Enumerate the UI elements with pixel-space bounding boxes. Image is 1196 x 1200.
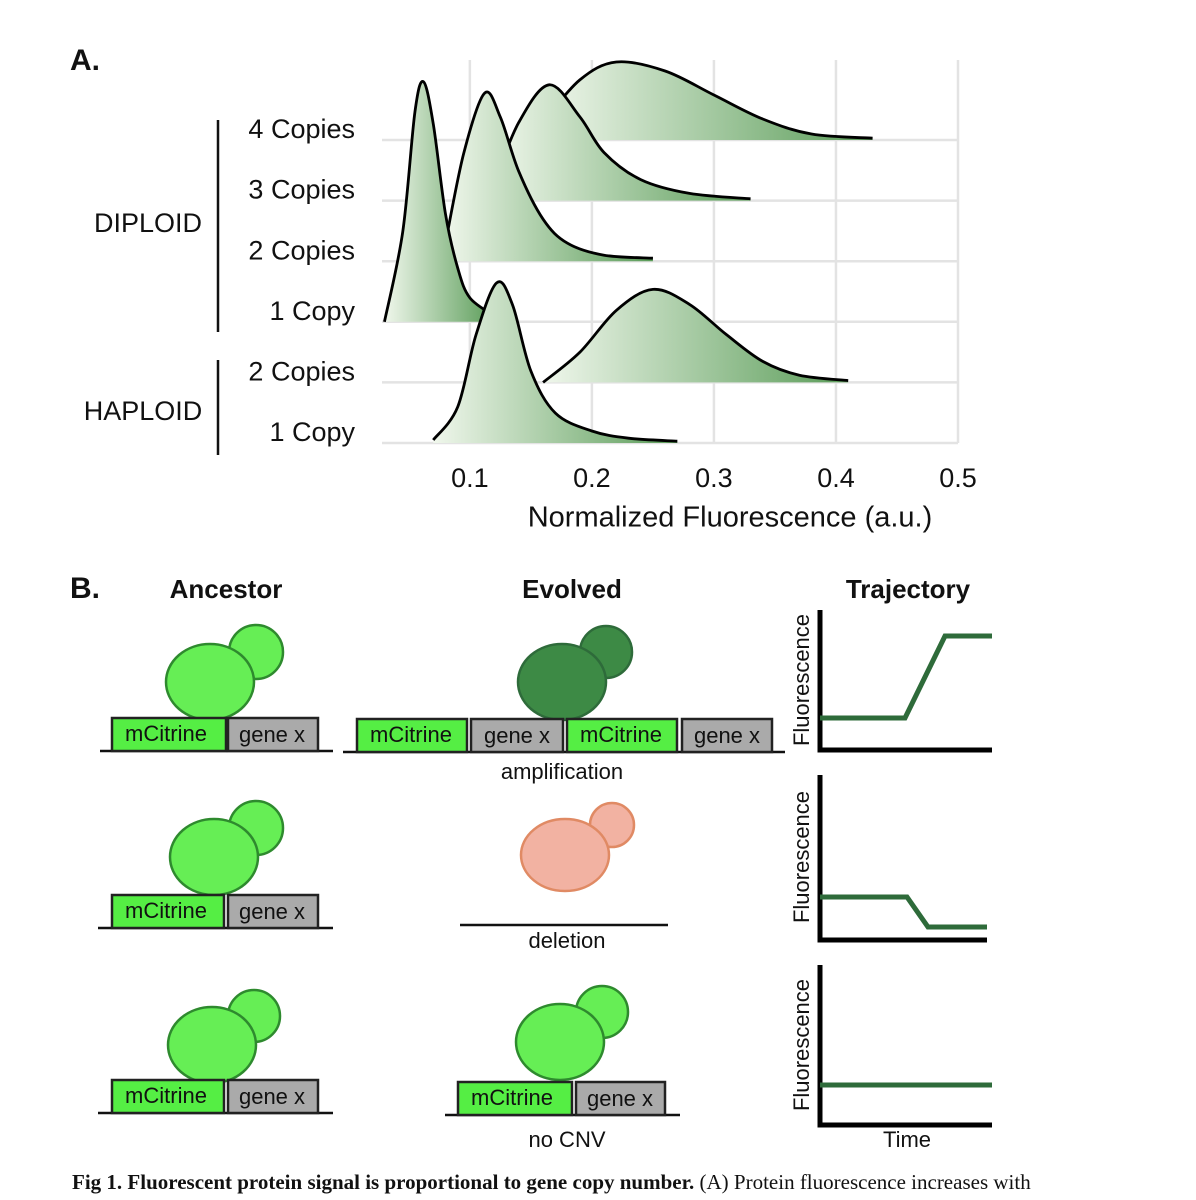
group-label: HAPLOID (84, 396, 203, 426)
gene-label: mCitrine (580, 722, 662, 747)
x-tick-label: 0.5 (939, 463, 977, 493)
category-label: 1 Copy (269, 296, 355, 326)
category-label: 4 Copies (248, 114, 355, 144)
gene-label: gene x (239, 899, 305, 924)
panel-b: Ancestor Evolved Trajectory mCitrine gen… (98, 574, 992, 1152)
category-label: 2 Copies (248, 235, 355, 265)
x-axis-label: Normalized Fluorescence (a.u.) (528, 502, 933, 534)
gene-box (110, 893, 226, 930)
panel-label: B. (70, 572, 100, 605)
trajectory-y-label: Fluorescence (789, 614, 814, 746)
gene-box (574, 1080, 667, 1117)
x-tick-label: 0.2 (573, 463, 611, 493)
trajectory-axes (817, 775, 987, 943)
gene-label: gene x (239, 1084, 305, 1109)
yeast-cell (164, 623, 285, 722)
gene-label: mCitrine (471, 1085, 553, 1110)
gene-box (456, 1080, 574, 1117)
gene-box (110, 716, 228, 753)
gene-label: mCitrine (125, 1083, 207, 1108)
column-header: Trajectory (846, 574, 971, 604)
gene-label: gene x (694, 723, 760, 748)
panel-label: A. (70, 44, 100, 77)
gene-label: mCitrine (125, 898, 207, 923)
gene-box (565, 717, 679, 754)
ridge-area (494, 84, 751, 201)
yeast-cell (168, 799, 285, 897)
gene-box (226, 1078, 320, 1115)
ridge-line (444, 90, 654, 260)
outcome-label: amplification (501, 759, 623, 784)
gene-box (680, 717, 774, 754)
x-tick-label: 0.3 (695, 463, 733, 493)
ridge-area (543, 61, 873, 140)
ridge-line (492, 83, 751, 201)
trajectory-y-label: Fluorescence (789, 979, 814, 1111)
gene-label: mCitrine (125, 721, 207, 746)
group-label: DIPLOID (94, 208, 202, 238)
gene-box (355, 717, 469, 754)
category-label: 1 Copy (269, 417, 355, 447)
gene-label: gene x (587, 1086, 653, 1111)
ridge-area (433, 281, 678, 443)
ridge-area (543, 289, 849, 383)
gene-label: gene x (239, 722, 305, 747)
yeast-cell (516, 624, 634, 722)
gene-box (226, 716, 320, 753)
ridge-line (432, 280, 678, 443)
trajectory-axes (817, 610, 992, 753)
outcome-label: deletion (528, 928, 605, 953)
x-tick-label: 0.4 (817, 463, 855, 493)
trajectory-line (820, 633, 992, 721)
caption: Fig 1. Fluorescent protein signal is pro… (72, 1170, 1031, 1194)
outcome-label: no CNV (528, 1127, 605, 1152)
trajectory-y-label: Fluorescence (789, 791, 814, 923)
trajectory-x-label: Time (883, 1127, 931, 1152)
gene-box (110, 1078, 226, 1115)
gene-box (469, 717, 565, 754)
yeast-cell (519, 801, 636, 893)
yeast-cell (166, 988, 282, 1085)
yeast-cell (514, 984, 630, 1082)
caption-text: (A) Protein fluorescence increases with (700, 1170, 1032, 1194)
ridge-line (542, 60, 873, 140)
ridge-area (445, 91, 653, 262)
column-header: Evolved (522, 574, 622, 604)
column-header: Ancestor (170, 574, 283, 604)
caption-title: Fig 1. Fluorescent protein signal is pro… (72, 1170, 694, 1194)
ridge-line (383, 80, 496, 323)
x-tick-label: 0.1 (451, 463, 489, 493)
trajectory-line (820, 894, 987, 930)
ridge-line (542, 287, 849, 384)
gene-label: gene x (484, 723, 550, 748)
gene-label: mCitrine (370, 722, 452, 747)
category-label: 3 Copies (248, 175, 355, 205)
gene-box (226, 893, 320, 930)
category-label: 2 Copies (248, 357, 355, 387)
trajectory-axes (817, 965, 992, 1128)
